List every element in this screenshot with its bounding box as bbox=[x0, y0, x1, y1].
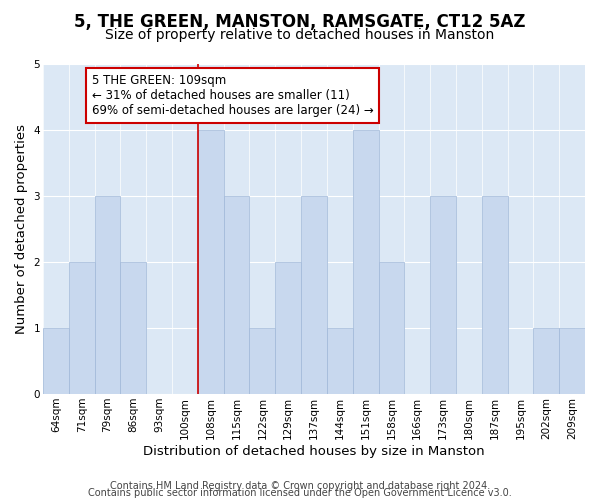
Text: Contains public sector information licensed under the Open Government Licence v3: Contains public sector information licen… bbox=[88, 488, 512, 498]
Bar bbox=[379, 262, 404, 394]
Text: 5, THE GREEN, MANSTON, RAMSGATE, CT12 5AZ: 5, THE GREEN, MANSTON, RAMSGATE, CT12 5A… bbox=[74, 12, 526, 30]
Bar bbox=[559, 328, 585, 394]
Text: 5 THE GREEN: 109sqm
← 31% of detached houses are smaller (11)
69% of semi-detach: 5 THE GREEN: 109sqm ← 31% of detached ho… bbox=[92, 74, 373, 117]
Bar bbox=[198, 130, 224, 394]
Bar bbox=[95, 196, 121, 394]
Bar bbox=[533, 328, 559, 394]
Bar bbox=[69, 262, 95, 394]
Bar bbox=[275, 262, 301, 394]
Bar bbox=[224, 196, 250, 394]
Bar bbox=[430, 196, 456, 394]
Bar bbox=[327, 328, 353, 394]
X-axis label: Distribution of detached houses by size in Manston: Distribution of detached houses by size … bbox=[143, 444, 485, 458]
Bar bbox=[482, 196, 508, 394]
Y-axis label: Number of detached properties: Number of detached properties bbox=[15, 124, 28, 334]
Bar bbox=[301, 196, 327, 394]
Text: Contains HM Land Registry data © Crown copyright and database right 2024.: Contains HM Land Registry data © Crown c… bbox=[110, 481, 490, 491]
Bar bbox=[43, 328, 69, 394]
Text: Size of property relative to detached houses in Manston: Size of property relative to detached ho… bbox=[106, 28, 494, 42]
Bar bbox=[121, 262, 146, 394]
Bar bbox=[353, 130, 379, 394]
Bar bbox=[250, 328, 275, 394]
